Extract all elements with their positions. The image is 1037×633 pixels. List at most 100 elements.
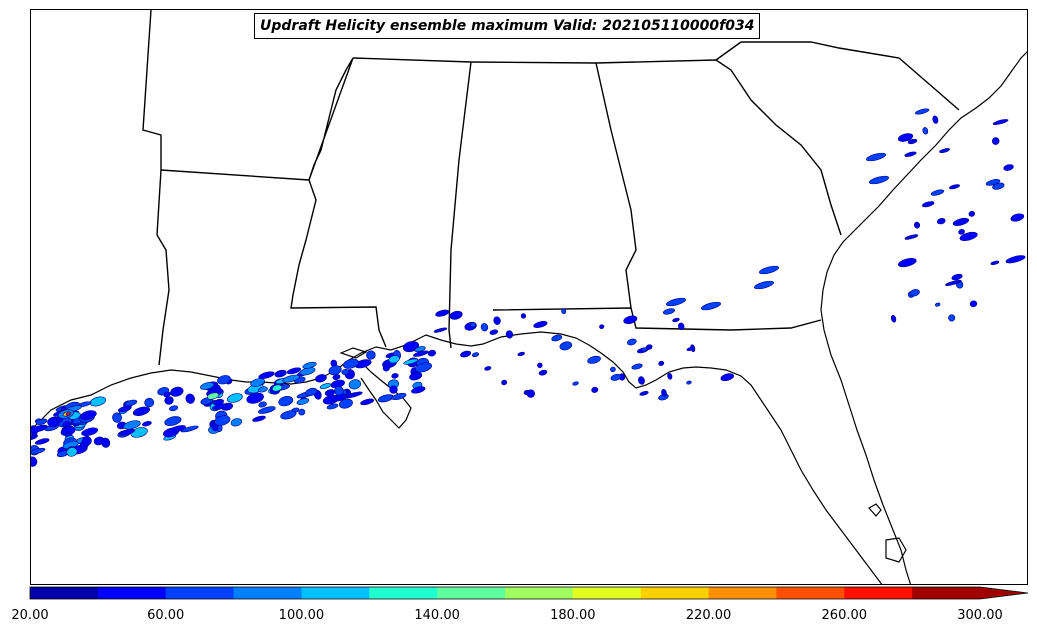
helicity-cell [31, 447, 46, 455]
colorbar-segment [369, 587, 438, 599]
helicity-cell [213, 415, 231, 426]
colorbar-segments [29, 586, 1029, 600]
helicity-cell [185, 393, 195, 404]
colorbar-tick-label: 180.00 [550, 608, 596, 623]
helicity-cell [909, 289, 920, 297]
colorbar-tick-label: 260.00 [821, 608, 868, 623]
map-frame [30, 9, 1028, 585]
helicity-cell [414, 362, 432, 373]
helicity-cell [433, 327, 448, 333]
helicity-cell [282, 374, 300, 383]
helicity-cell [302, 361, 317, 369]
helicity-cell [274, 369, 287, 378]
border-al-tn-ga [470, 59, 717, 64]
helicity-cell [82, 435, 92, 446]
colorbar-segment [301, 587, 370, 599]
helicity-cell [945, 280, 962, 286]
helicity-cell [206, 392, 220, 400]
helicity-cell [66, 447, 78, 457]
helicity-cell [890, 314, 897, 323]
helicity-cell [341, 368, 350, 375]
helicity-cell [217, 375, 231, 385]
helicity-cell [587, 355, 601, 364]
florida-east-coastline [820, 309, 912, 584]
helicity-cell [79, 410, 97, 420]
border-nc-sc [715, 41, 960, 111]
helicity-cell [658, 360, 665, 366]
colorbar-segment [708, 587, 777, 599]
helicity-cell [948, 314, 956, 322]
colorbar-segment [437, 587, 506, 599]
helicity-cell [118, 428, 136, 436]
helicity-cell [533, 321, 548, 328]
helicity-cell [686, 346, 695, 352]
helicity-cell [480, 323, 489, 332]
helicity-cell [382, 364, 390, 372]
helicity-cell [258, 371, 275, 379]
colorbar-segment [776, 587, 845, 599]
helicity-cell [435, 309, 450, 317]
helicity-cell [599, 324, 605, 329]
helicity-cell [754, 280, 774, 290]
helicity-cell [427, 349, 437, 357]
helicity-cell [169, 425, 186, 433]
helicity-cell [526, 389, 535, 398]
helicity-cell [81, 427, 99, 437]
lake-okeechobee [868, 503, 882, 517]
helicity-cell [169, 405, 179, 412]
helicity-cells [31, 108, 1026, 467]
helicity-cell [388, 355, 400, 364]
helicity-cell [471, 352, 480, 358]
helicity-cell [623, 315, 638, 325]
helicity-cell [645, 344, 653, 350]
helicity-cell [897, 257, 917, 268]
helicity-cell [484, 366, 492, 371]
atlantic-coastline [820, 51, 1027, 311]
helicity-cell [559, 341, 573, 351]
colorbar-segment [844, 587, 913, 599]
helicity-cell [1005, 255, 1026, 264]
helicity-cell [662, 308, 675, 315]
helicity-cell [332, 394, 349, 402]
helicity-cell [296, 398, 310, 405]
helicity-cell [939, 148, 950, 154]
border-louisiana-west [156, 169, 170, 366]
helicity-cell [678, 322, 685, 331]
helicity-cell [520, 313, 527, 319]
helicity-cell [124, 399, 138, 407]
colorbar-segment [912, 587, 981, 599]
helicity-cell [449, 310, 463, 320]
helicity-cell [610, 366, 616, 373]
helicity-cell [180, 425, 199, 433]
helicity-cell [403, 358, 419, 365]
helicity-cell [936, 218, 946, 225]
helicity-cell [278, 396, 294, 407]
helicity-cell [460, 350, 472, 358]
helicity-cell [904, 234, 919, 240]
helicity-cell [366, 350, 376, 360]
state-borders [142, 10, 960, 366]
helicity-cell [326, 403, 339, 410]
helicity-cell [360, 398, 375, 406]
helicity-cell [142, 420, 152, 427]
helicity-cell [932, 115, 939, 124]
helicity-cell [517, 351, 525, 357]
colorbar-tick-label: 60.00 [147, 608, 185, 623]
helicity-cell [666, 297, 686, 307]
small-island-2 [885, 537, 907, 563]
helicity-cell [992, 119, 1009, 125]
helicity-cell [391, 373, 399, 379]
helicity-cell [31, 456, 38, 467]
helicity-cell [505, 330, 514, 339]
border-mississippi-river [290, 57, 387, 348]
helicity-cell [101, 437, 111, 448]
border-al-ga [595, 62, 637, 309]
helicity-cell [551, 334, 563, 342]
helicity-cell [305, 387, 318, 396]
helicity-cell [934, 302, 941, 307]
helicity-cell [720, 373, 734, 382]
colorbar-segment [233, 587, 302, 599]
helicity-cell [164, 416, 182, 426]
helicity-cell [391, 392, 407, 401]
helicity-cell [342, 358, 359, 369]
